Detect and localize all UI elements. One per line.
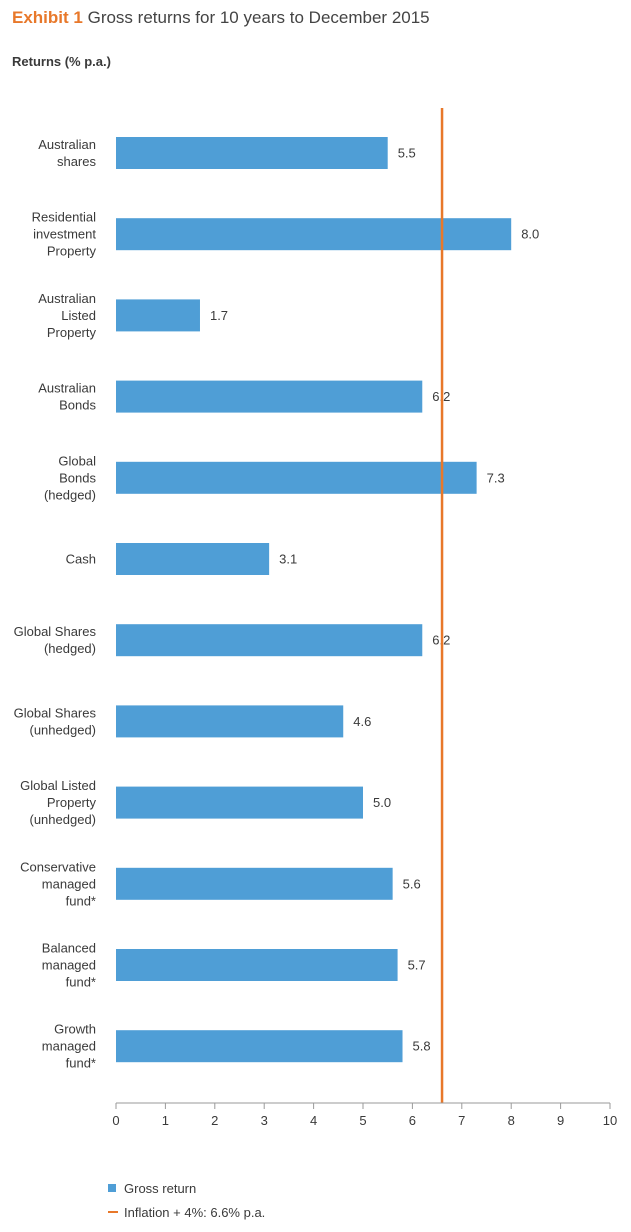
bar-chart: Australian shares 5.5 Residential investment… xyxy=(14,108,617,1128)
bar xyxy=(116,299,200,332)
bar xyxy=(116,1030,403,1063)
value-label: 3.1 xyxy=(279,552,297,567)
category-label: Global Bonds (hedged) xyxy=(44,453,97,502)
x-tick-label: 8 xyxy=(508,1113,515,1128)
x-tick-label: 2 xyxy=(211,1113,218,1128)
value-label: 5.5 xyxy=(398,146,416,161)
legend-label-gross-return: Gross return xyxy=(124,1180,197,1196)
title-text: Gross returns for 10 years to December 2… xyxy=(87,8,430,27)
value-label: 7.3 xyxy=(487,470,505,485)
exhibit-label: Exhibit 1 xyxy=(12,8,83,27)
value-label: 8.0 xyxy=(521,227,539,242)
value-label: 5.6 xyxy=(403,876,421,891)
category-label: Global Shares (hedged) xyxy=(14,624,97,656)
y-axis-label: Returns (% p.a.) xyxy=(12,54,111,69)
bar xyxy=(116,705,344,738)
legend-swatch-line xyxy=(108,1211,118,1213)
x-tick-label: 3 xyxy=(261,1113,268,1128)
bar xyxy=(116,461,477,494)
bar xyxy=(116,137,388,169)
category-label: Growth managed fund* xyxy=(42,1022,96,1071)
bar xyxy=(116,786,363,819)
legend-item-gross-return: Gross return xyxy=(108,1176,265,1200)
value-label: 5.8 xyxy=(413,1039,431,1054)
legend-item-inflation: Inflation + 4%: 6.6% p.a. xyxy=(108,1200,265,1224)
bar xyxy=(116,867,393,900)
category-label: Australian Bonds xyxy=(38,381,96,413)
bar xyxy=(116,543,270,575)
category-label: Global Listed Property (unhedged) xyxy=(20,778,96,827)
value-label: 5.0 xyxy=(373,795,391,810)
chart-title: Exhibit 1 Gross returns for 10 years to … xyxy=(12,8,430,28)
category-label: Cash xyxy=(66,552,96,567)
category-label: Balanced managed fund* xyxy=(42,941,96,990)
category-label: Australian shares xyxy=(38,137,96,169)
category-label: Residential investment Property xyxy=(32,210,97,259)
category-label: Global Shares (unhedged) xyxy=(14,705,97,737)
value-label: 4.6 xyxy=(353,714,371,729)
value-label: 5.7 xyxy=(408,958,426,973)
category-label: Australian Listed Property xyxy=(38,291,96,340)
x-tick-label: 9 xyxy=(557,1113,564,1128)
bar xyxy=(116,949,398,981)
category-label: Conservative managed fund* xyxy=(20,859,96,908)
value-label: 1.7 xyxy=(210,308,228,323)
x-tick-label: 10 xyxy=(603,1113,617,1128)
x-tick-label: 0 xyxy=(112,1113,119,1128)
bar xyxy=(116,218,512,251)
bar xyxy=(116,624,423,657)
x-tick-label: 1 xyxy=(162,1113,169,1128)
x-tick-label: 7 xyxy=(458,1113,465,1128)
legend-label-inflation: Inflation + 4%: 6.6% p.a. xyxy=(124,1204,266,1220)
legend-swatch-bar xyxy=(108,1184,116,1192)
x-tick-label: 4 xyxy=(310,1113,317,1128)
x-tick-label: 6 xyxy=(409,1113,416,1128)
legend: Gross return Inflation + 4%: 6.6% p.a. xyxy=(108,1176,265,1224)
bar xyxy=(116,380,423,413)
x-tick-label: 5 xyxy=(359,1113,366,1128)
